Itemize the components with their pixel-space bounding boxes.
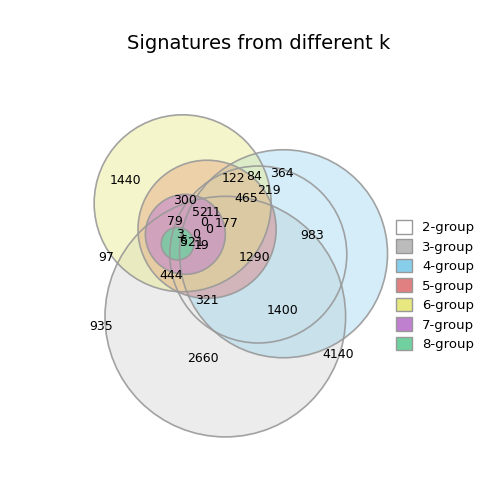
Text: 0: 0 [192,228,200,241]
Text: 3: 3 [176,228,184,241]
Text: 6: 6 [179,234,186,247]
Text: 1440: 1440 [110,174,142,187]
Text: 97: 97 [98,251,114,264]
Text: 935: 935 [89,320,113,333]
Circle shape [170,166,347,343]
Text: 521: 521 [179,235,204,248]
Text: 79: 79 [167,215,183,228]
Text: 177: 177 [215,217,238,230]
Text: 11: 11 [206,206,222,219]
Text: 0: 0 [200,216,208,229]
Legend: 2-group, 3-group, 4-group, 5-group, 6-group, 7-group, 8-group: 2-group, 3-group, 4-group, 5-group, 6-gr… [389,213,481,358]
Text: 84: 84 [246,170,263,182]
Text: 2660: 2660 [187,352,219,365]
Text: 300: 300 [173,194,197,207]
Text: 1290: 1290 [238,251,270,264]
Text: 444: 444 [159,269,183,282]
Text: 19: 19 [194,239,210,251]
Text: 364: 364 [271,167,294,180]
Circle shape [179,150,388,358]
Circle shape [138,160,276,298]
Circle shape [105,197,346,437]
Text: 465: 465 [234,192,258,205]
Text: 4140: 4140 [322,348,354,361]
Text: 983: 983 [300,229,324,242]
Circle shape [161,227,194,260]
Text: 321: 321 [195,294,219,307]
Text: 1400: 1400 [267,304,298,318]
Circle shape [94,115,271,292]
Circle shape [145,195,225,274]
Text: 122: 122 [221,172,245,185]
Text: 0: 0 [205,223,213,236]
Text: 219: 219 [258,184,281,197]
Text: 52: 52 [192,207,208,220]
Title: Signatures from different k: Signatures from different k [127,34,390,53]
